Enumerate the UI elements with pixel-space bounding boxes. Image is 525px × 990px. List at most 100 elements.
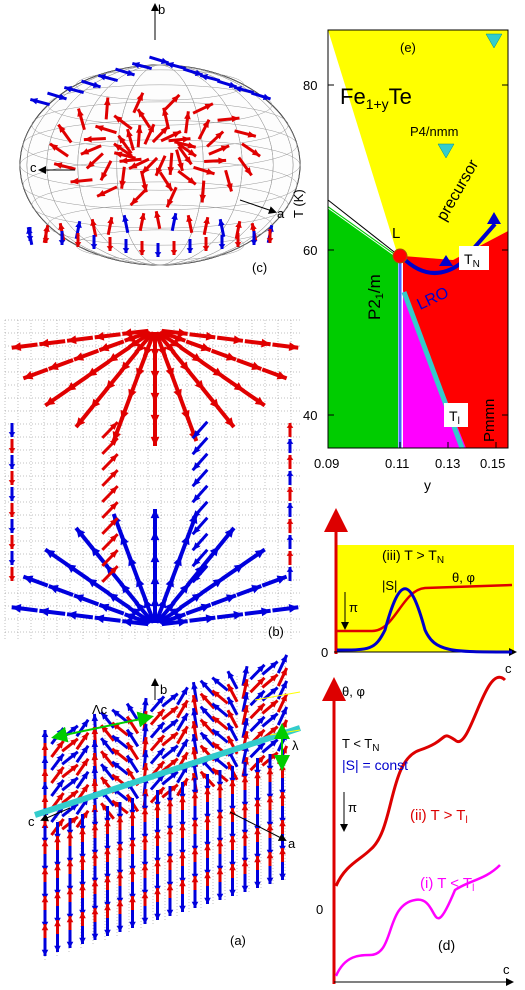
spin-arrow-head — [286, 503, 294, 508]
spin-arrow-head — [54, 945, 61, 952]
spin-arrow-head — [205, 614, 216, 624]
spin-arrow-head — [204, 844, 211, 851]
spin-arrow-head — [266, 852, 274, 859]
spin-arrow-head — [41, 868, 49, 875]
profile-iii-background — [336, 545, 514, 652]
spin-arrow-head — [235, 221, 242, 229]
theta-phi-curve-iii — [337, 583, 513, 633]
spin-arrow-head — [177, 162, 184, 171]
spin-arrow-head — [76, 417, 86, 428]
compound-subscript: 1+y — [366, 96, 389, 112]
spin-arrow-head — [199, 194, 207, 203]
spin-arrow-head — [200, 74, 208, 81]
spin-arrow-head — [191, 708, 198, 716]
spin-arrow-head — [171, 213, 178, 221]
spin-arrow-head — [91, 546, 101, 557]
spin-arrow-head — [175, 333, 186, 342]
spin-arrow-head — [251, 585, 262, 594]
spin-arrow-head — [116, 844, 124, 851]
spin-arrow-head — [231, 115, 240, 123]
spin-arrow-head — [212, 367, 223, 377]
spin-arrow-head — [156, 722, 165, 730]
TN-triangle-2 — [487, 212, 501, 224]
spin-arrow-head — [160, 126, 169, 135]
spin-arrow-head — [251, 361, 262, 370]
spin-arrow-head — [191, 792, 199, 799]
spin-arrow-head — [266, 238, 274, 243]
spin-arrow-head — [91, 824, 99, 831]
spin-arrow-head — [156, 167, 163, 176]
spin-arrow-head — [191, 353, 202, 362]
spin-arrow-head — [170, 719, 178, 727]
spin-arrow-head — [118, 135, 126, 144]
spin-arrow-head — [218, 219, 225, 227]
spin-arrow-head — [8, 432, 16, 437]
spin-arrow-head — [135, 602, 146, 613]
spin-arrow-head — [170, 758, 178, 766]
spin-arrow-head — [200, 745, 208, 754]
spin-arrow-head — [70, 764, 78, 772]
spin-arrow-head — [200, 732, 208, 741]
spin-arrow-head — [150, 370, 160, 380]
region-p21m-green — [328, 206, 398, 448]
spin-arrow-head — [116, 816, 124, 823]
spin-arrow-head — [79, 884, 86, 891]
spin-arrow-head — [186, 248, 194, 253]
spin-arrow-head — [179, 796, 186, 803]
spin-arrow-head — [136, 92, 143, 102]
spin-arrow-head — [154, 913, 161, 920]
spin-arrow-head — [247, 131, 256, 138]
panel-b-label: (b) — [268, 624, 284, 639]
spin-arrow-head — [216, 840, 224, 847]
spin-arrow-head — [70, 751, 78, 759]
spin-arrow-head — [154, 832, 161, 839]
spin-arrow-head — [101, 777, 109, 785]
lattice-spin-arrows — [41, 654, 289, 956]
spin-arrow-head — [279, 848, 286, 855]
spin-arrow-head — [58, 93, 67, 101]
grid-meridian — [116, 64, 204, 266]
spin-arrow-head — [270, 700, 278, 708]
spin-arrow-head — [156, 748, 165, 756]
spin-arrow-head — [8, 512, 16, 517]
spin-arrow-head — [58, 223, 65, 231]
spin-arrow-head — [191, 876, 199, 883]
profile-d: π θ, φ T < TN |S| = const (ii) T > Tl (i… — [316, 675, 514, 986]
spin-arrow-head — [212, 677, 220, 685]
spin-arrow-head — [200, 719, 208, 728]
spin-arrow-head — [156, 709, 165, 717]
spin-arrow-head — [42, 238, 50, 243]
spin-arrow-head — [179, 880, 186, 887]
theta-phi-label-iii: θ, φ — [452, 570, 475, 585]
spin-arrow-head — [108, 593, 119, 602]
spin-arrow-head — [170, 784, 178, 792]
spin-arrow-head — [242, 718, 249, 726]
spin-arrow-head — [90, 219, 97, 227]
panel-b-cylinder: (b) — [4, 319, 300, 640]
spin-arrow-head — [212, 690, 220, 698]
spin-arrow-head — [202, 246, 210, 251]
spin-arrow-head — [56, 793, 64, 801]
spin-arrow-head — [23, 575, 34, 584]
panel-c-label: (c) — [252, 260, 267, 275]
spin-arrow-head — [109, 422, 118, 430]
spin-arrow-head — [233, 335, 243, 345]
grid-parallel — [75, 69, 245, 101]
spin-arrow-head — [244, 167, 252, 176]
panel-a-label: (a) — [230, 933, 246, 948]
spin-arrow-head — [81, 810, 89, 819]
spin-arrow-head — [41, 840, 49, 847]
spin-arrow-head — [276, 575, 287, 584]
spin-arrow-head — [241, 776, 249, 783]
spin-arrow-head — [107, 217, 114, 225]
spin-arrow-head — [91, 398, 101, 409]
spin-arrow-head — [122, 248, 130, 253]
spin-arrow-head — [58, 240, 66, 245]
spin-arrow-head — [129, 921, 136, 928]
spin-arrow-head — [114, 151, 123, 158]
spin-arrow-head — [209, 546, 219, 557]
spin-arrow-head — [121, 361, 131, 372]
spin-arrow-head — [192, 510, 201, 519]
spin-arrow-head — [150, 531, 160, 541]
spin-arrow-head — [98, 74, 106, 81]
